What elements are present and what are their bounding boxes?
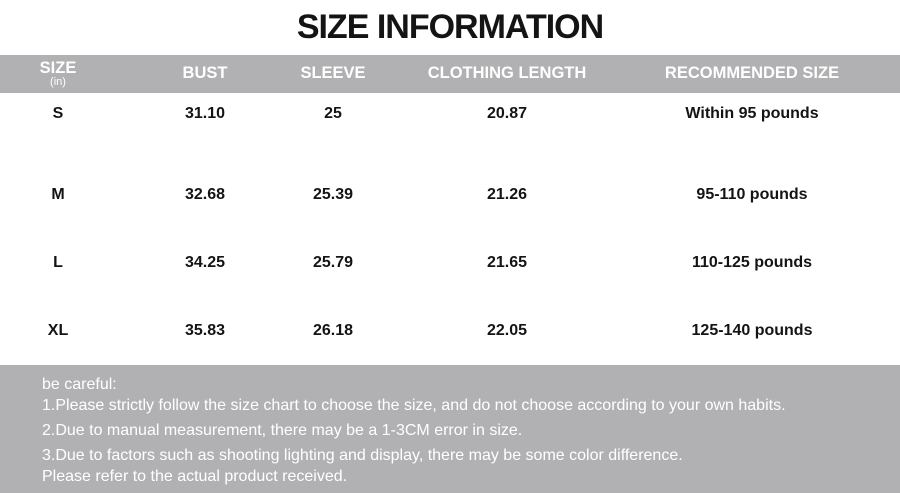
header-spacer <box>862 55 900 93</box>
column-header-size-label: SIZE <box>39 58 77 77</box>
column-header-bust: BUST <box>182 64 228 83</box>
cell-bust: 34.25 <box>184 254 226 271</box>
cell-bust: 31.10 <box>184 105 226 122</box>
cell-sleeve: 25.79 <box>312 254 354 271</box>
table-row-m: M 32.68 25.39 21.26 95-110 pounds <box>0 161 900 229</box>
table-row-s: S 31.10 25 20.87 Within 95 pounds <box>0 93 900 161</box>
care-note-3: 3.Due to factors such as shooting lighti… <box>42 447 683 464</box>
column-header-recommended-size: RECOMMENDED SIZE <box>664 64 840 83</box>
row-spacer <box>862 229 900 297</box>
table-row-l: L 34.25 25.79 21.65 110-125 pounds <box>0 229 900 297</box>
column-header-clothing-length: CLOTHING LENGTH <box>427 64 587 83</box>
column-header-sleeve: SLEEVE <box>300 64 366 83</box>
cell-recommended-size: 125-140 pounds <box>691 322 813 339</box>
care-notes-heading: be careful: <box>42 376 117 393</box>
table-row-xl: XL 35.83 26.18 22.05 125-140 pounds <box>0 297 900 365</box>
care-note-1: 1.Please strictly follow the size chart … <box>42 397 786 414</box>
cell-sleeve: 26.18 <box>312 322 354 339</box>
care-note-4: Please refer to the actual product recei… <box>42 468 348 485</box>
column-header-size-unit: (in) <box>50 75 66 88</box>
cell-size: M <box>51 186 65 203</box>
table-body: S 31.10 25 20.87 Within 95 pounds M 32.6… <box>0 93 900 365</box>
cell-sleeve: 25 <box>324 105 342 122</box>
cell-bust: 32.68 <box>184 186 226 203</box>
cell-size: L <box>53 254 63 271</box>
cell-clothing-length: 21.26 <box>486 186 528 203</box>
cell-recommended-size: Within 95 pounds <box>685 105 819 122</box>
cell-clothing-length: 20.87 <box>486 105 528 122</box>
column-header-size: SIZE (in) <box>0 55 116 93</box>
cell-recommended-size: 95-110 pounds <box>696 186 808 203</box>
cell-size: XL <box>47 322 69 339</box>
cell-size: S <box>52 105 64 122</box>
care-note-2: 2.Due to manual measurement, there may b… <box>42 422 523 439</box>
row-spacer <box>862 161 900 229</box>
cell-clothing-length: 21.65 <box>486 254 528 271</box>
row-spacer <box>862 93 900 161</box>
cell-recommended-size: 110-125 pounds <box>691 254 813 271</box>
table-header: SIZE (in) BUST SLEEVE CLOTHING LENGTH RE… <box>0 55 900 93</box>
page-title: SIZE INFORMATION <box>296 8 604 46</box>
cell-clothing-length: 22.05 <box>486 322 528 339</box>
cell-sleeve: 25.39 <box>312 186 354 203</box>
title-bar: SIZE INFORMATION <box>0 0 900 55</box>
row-spacer <box>862 297 900 365</box>
cell-bust: 35.83 <box>184 322 226 339</box>
care-notes: be careful: 1.Please strictly follow the… <box>0 365 900 493</box>
